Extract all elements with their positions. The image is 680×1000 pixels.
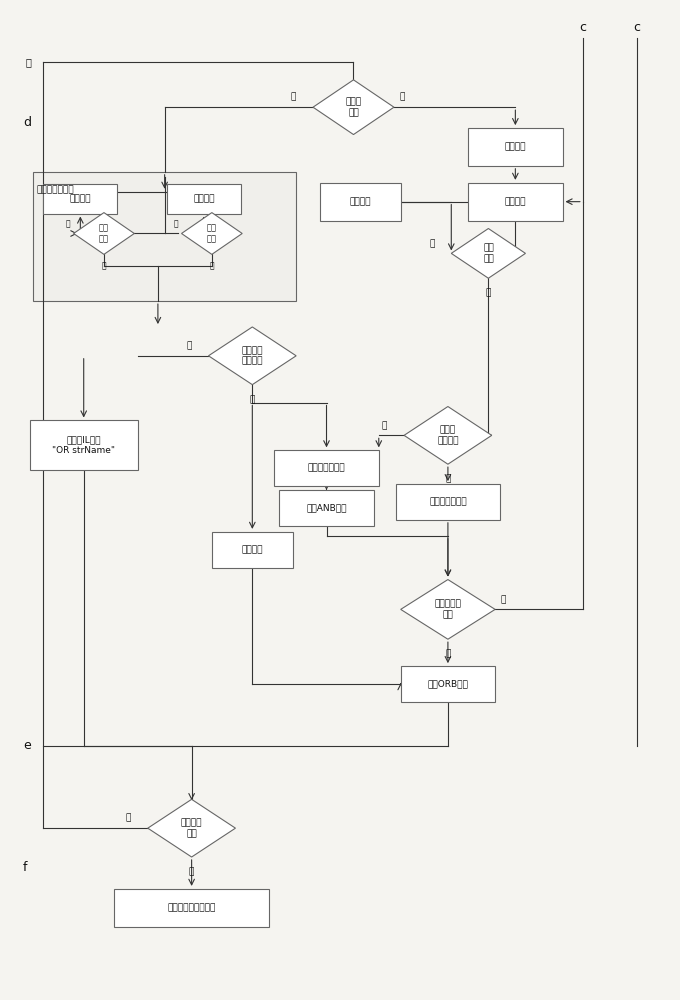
Text: 报错处理: 报错处理 [350,197,371,206]
Polygon shape [404,407,492,464]
Text: 是: 是 [445,650,451,659]
Text: 否: 否 [486,289,491,298]
Text: 单行转换: 单行转换 [241,545,263,554]
Text: 是: 是 [291,93,296,102]
FancyBboxPatch shape [30,420,137,470]
Text: 否: 否 [382,421,387,430]
Text: 报错处理: 报错处理 [69,194,91,203]
Text: 否: 否 [399,93,405,102]
Text: 是否只有
一个图元: 是否只有 一个图元 [241,346,263,366]
FancyBboxPatch shape [33,172,296,301]
Text: c: c [633,21,641,34]
FancyBboxPatch shape [468,128,562,166]
Text: d: d [23,116,31,129]
Text: 转换为IL语言
"OR strName": 转换为IL语言 "OR strName" [52,436,115,455]
Polygon shape [313,80,394,135]
FancyBboxPatch shape [44,184,118,214]
Text: 否: 否 [209,262,214,271]
Text: 是: 是 [189,867,194,876]
Text: 列块划分: 列块划分 [505,142,526,151]
Text: 是否离开
行块: 是否离开 行块 [181,818,203,838]
Text: 否: 否 [101,262,106,271]
Text: 输入块端口处理: 输入块端口处理 [307,464,345,473]
FancyBboxPatch shape [468,183,562,221]
Text: f: f [23,861,27,874]
FancyBboxPatch shape [401,666,495,702]
Text: 是否
断路: 是否 断路 [99,224,109,243]
Text: 报错处理: 报错处理 [193,194,214,203]
Text: 是否
断路: 是否 断路 [483,244,494,263]
Text: 是否为
单一列块: 是否为 单一列块 [437,426,459,445]
Text: 对该行进行检查: 对该行进行检查 [37,185,74,194]
Text: 是: 是 [429,239,435,248]
Text: 添加ORB标志: 添加ORB标志 [428,679,469,688]
FancyBboxPatch shape [320,183,401,221]
Text: 是: 是 [186,341,192,350]
Polygon shape [73,213,134,254]
FancyBboxPatch shape [167,184,241,214]
Polygon shape [452,229,526,278]
Text: 是否遍历完
列栈: 是否遍历完 列栈 [435,600,461,619]
Text: 是否为
串行: 是否为 串行 [345,97,362,117]
Polygon shape [182,213,242,254]
Text: 否: 否 [25,57,31,67]
Text: 添加ANB标志: 添加ANB标志 [306,503,347,512]
Polygon shape [209,327,296,385]
Text: 否: 否 [500,595,506,604]
FancyBboxPatch shape [114,889,269,927]
Text: 是否
短路: 是否 短路 [207,224,217,243]
FancyBboxPatch shape [274,450,379,486]
Text: 遍历列栈: 遍历列栈 [505,197,526,206]
Text: 输入端源口处理: 输入端源口处理 [429,497,466,506]
Text: 是: 是 [445,475,451,484]
FancyBboxPatch shape [212,532,293,568]
FancyBboxPatch shape [396,484,500,520]
Text: 完成输入块转换处理: 完成输入块转换处理 [167,903,216,912]
Text: 是: 是 [173,219,178,228]
FancyBboxPatch shape [279,490,374,526]
Text: c: c [579,21,586,34]
Text: 是: 是 [65,219,70,228]
Text: e: e [23,739,31,752]
Text: 否: 否 [250,395,255,404]
Text: 否: 否 [126,814,131,823]
Polygon shape [401,580,495,639]
Polygon shape [148,799,235,857]
